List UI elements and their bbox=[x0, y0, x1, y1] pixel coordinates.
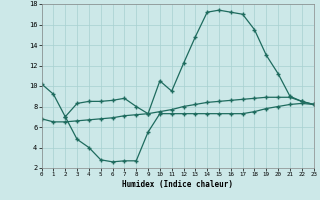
X-axis label: Humidex (Indice chaleur): Humidex (Indice chaleur) bbox=[122, 180, 233, 189]
